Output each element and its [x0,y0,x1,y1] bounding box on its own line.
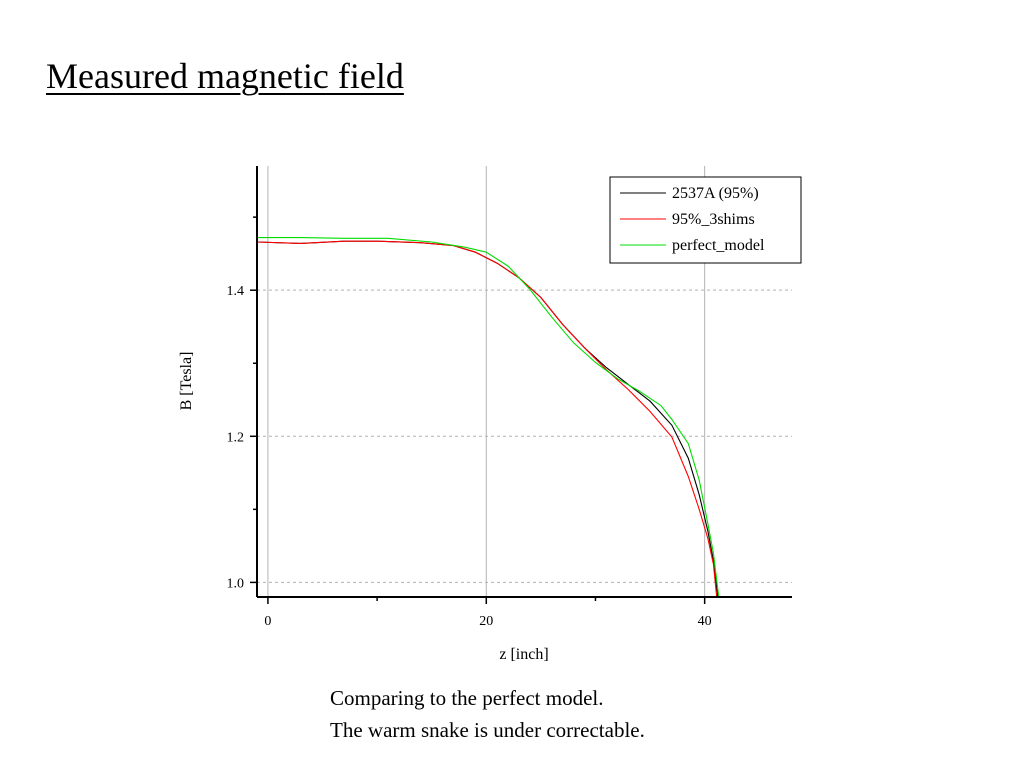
series-line-3 [257,237,720,598]
y-tick-label: 1.0 [227,576,245,591]
legend-label: 95%_3shims [672,211,755,228]
legend-label: 2537A (95%) [672,185,759,202]
caption-line-1: Comparing to the perfect model. [330,686,604,710]
caption-line-2: The warm snake is under correctable. [330,718,645,742]
y-axis-label: B [Tesla] [178,352,195,411]
x-tick-label: 40 [698,614,712,629]
x-tick-label: 20 [479,614,493,629]
caption: Comparing to the perfect model. The warm… [330,682,645,746]
series-line-1 [256,240,719,598]
x-axis-label: z [inch] [499,646,548,663]
series-layer [256,237,720,598]
series-line-2 [256,240,718,598]
legend-label: perfect_model [672,237,765,254]
y-tick-label: 1.2 [227,430,245,445]
y-tick-label: 1.4 [227,284,245,299]
ticks-layer: 0 20 40 1.0 1.2 1.4 [227,216,712,629]
legend: 2537A (95%) 95%_3shims perfect_model [609,176,802,264]
x-tick-label: 0 [264,614,271,629]
slide-title: Measured magnetic field [46,56,404,96]
axes-layer [256,166,792,598]
legend-box [609,176,802,264]
